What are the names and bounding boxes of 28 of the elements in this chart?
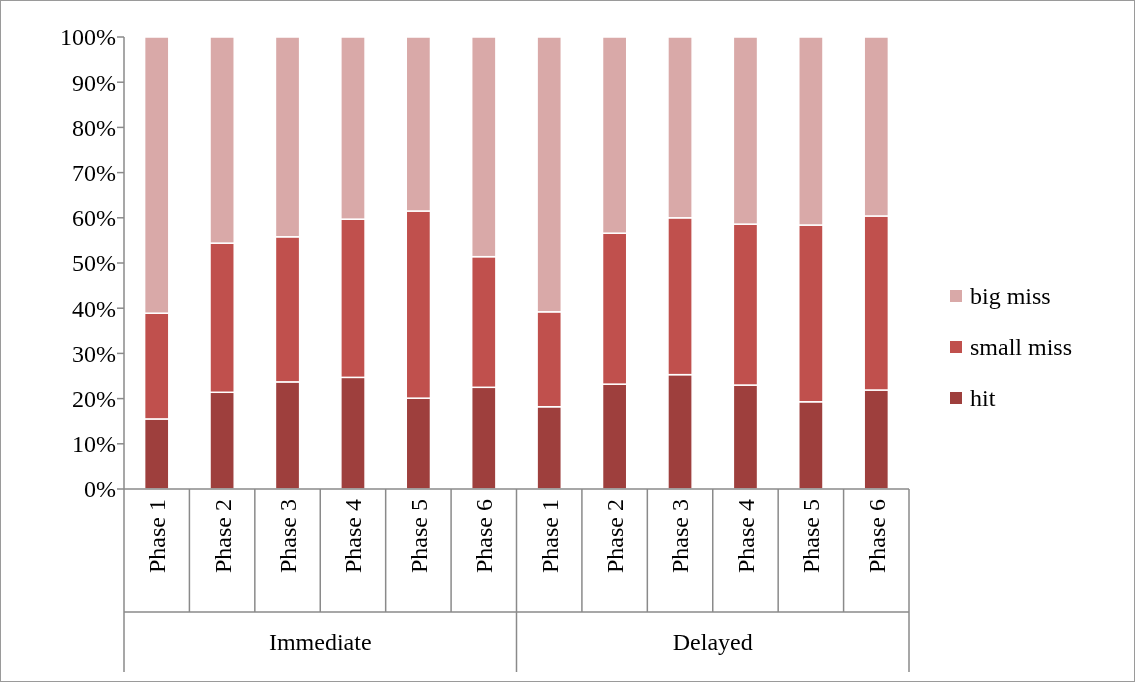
x-tick-label: Phase 1: [536, 499, 563, 573]
legend-label: big miss: [970, 283, 1051, 310]
y-tick-label: 0%: [84, 476, 116, 503]
y-tick-label: 50%: [72, 250, 116, 277]
y-tick-label: 100%: [60, 24, 116, 51]
legend-label: hit: [970, 385, 996, 412]
x-tick-label: Phase 6: [471, 499, 498, 573]
y-tick-label: 10%: [72, 431, 116, 458]
x-tick-label: Phase 6: [863, 499, 890, 573]
x-tick-label: Phase 5: [405, 499, 432, 573]
x-tick-label: Phase 2: [209, 499, 236, 573]
x-tick-label: Phase 3: [274, 499, 301, 573]
y-tick-label: 60%: [72, 205, 116, 232]
text: Immediate: [268, 629, 372, 656]
y-tick-label: 90%: [72, 69, 116, 96]
y-tick-label: 80%: [72, 114, 116, 141]
x-tick-label: Phase 4: [732, 499, 759, 573]
y-tick-label: 40%: [72, 295, 116, 322]
legend-label: small miss: [970, 334, 1073, 361]
x-tick-label: Phase 3: [667, 499, 694, 573]
x-tick-label: Phase 4: [340, 499, 367, 573]
text: Delayed: [672, 629, 753, 656]
x-tick-label: Phase 5: [798, 499, 825, 573]
y-tick-label: 30%: [72, 340, 116, 367]
y-tick-label: 20%: [72, 386, 116, 412]
x-tick-label: Phase 1: [144, 499, 171, 573]
y-tick-label: 70%: [72, 160, 116, 186]
x-tick-label: Phase 2: [602, 499, 629, 573]
